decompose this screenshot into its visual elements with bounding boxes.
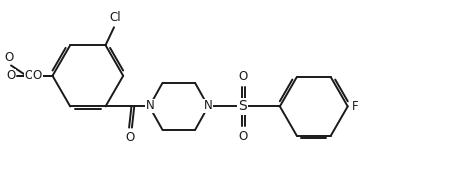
Text: O: O [4, 51, 14, 64]
Text: S: S [238, 99, 247, 113]
Text: O: O [24, 69, 34, 82]
Text: O: O [33, 69, 42, 82]
Text: O: O [125, 131, 134, 144]
Text: O: O [26, 69, 35, 82]
Text: O: O [7, 69, 16, 82]
Text: F: F [352, 100, 358, 113]
Text: Cl: Cl [109, 11, 121, 24]
Text: N: N [145, 100, 154, 113]
Text: N: N [203, 100, 212, 113]
Text: O: O [238, 130, 248, 143]
Text: O: O [238, 70, 248, 83]
